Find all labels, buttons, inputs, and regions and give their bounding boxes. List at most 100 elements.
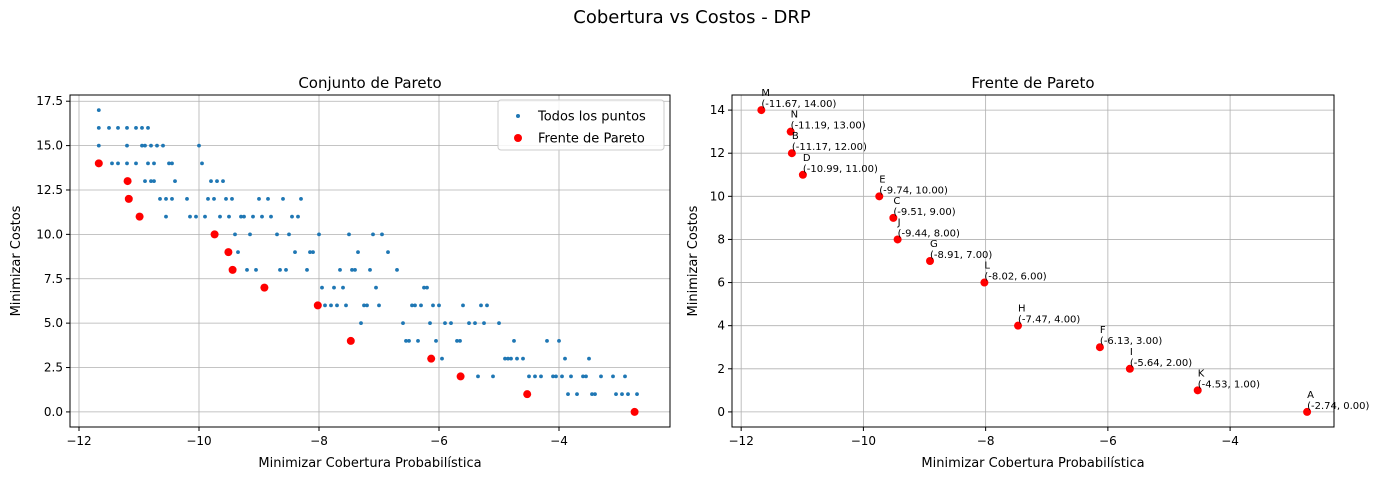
scatter-point xyxy=(251,214,255,219)
x-axis-label: Minimizar Cobertura Probabilística xyxy=(258,456,481,471)
legend-marker xyxy=(514,134,522,142)
scatter-point xyxy=(554,374,558,379)
scatter-point xyxy=(296,214,300,219)
series-frente-de-pareto xyxy=(94,159,639,416)
scatter-point xyxy=(401,321,405,326)
y-tick-label: 0.0 xyxy=(44,405,63,419)
scatter-point xyxy=(224,196,228,201)
scatter-point xyxy=(455,338,459,343)
scatter-point xyxy=(230,196,234,201)
x-tick-label: −4 xyxy=(1221,434,1239,448)
scatter-point xyxy=(590,392,594,397)
scatter-point xyxy=(545,338,549,343)
scatter-point xyxy=(173,179,177,184)
scatter-point xyxy=(350,267,354,272)
y-tick-label: 12 xyxy=(710,146,725,160)
scatter-point xyxy=(395,267,399,272)
pareto-point xyxy=(427,354,436,363)
scatter-point xyxy=(575,392,579,397)
pareto-point xyxy=(1095,343,1104,352)
scatter-point xyxy=(275,232,279,237)
scatter-point xyxy=(338,267,342,272)
scatter-point xyxy=(305,267,309,272)
scatter-point xyxy=(287,232,291,237)
y-tick-label: 2.5 xyxy=(44,361,63,375)
y-tick-label: 4 xyxy=(717,319,725,333)
scatter-point xyxy=(284,267,288,272)
x-tick-label: −10 xyxy=(186,434,211,448)
scatter-point xyxy=(467,321,471,326)
scatter-point xyxy=(96,125,101,130)
scatter-point xyxy=(245,267,249,272)
y-tick-label: 6 xyxy=(717,276,725,290)
legend-label: Frente de Pareto xyxy=(538,132,645,147)
scatter-point xyxy=(506,356,510,361)
y-tick-label: 15.0 xyxy=(36,139,63,153)
pareto-point xyxy=(260,283,269,292)
y-tick-label: 14 xyxy=(710,103,725,117)
scatter-point xyxy=(221,179,225,184)
scatter-point xyxy=(482,321,486,326)
scatter-point xyxy=(449,321,453,326)
point-letter-label: E xyxy=(879,174,885,185)
scatter-point xyxy=(434,338,438,343)
scatter-point xyxy=(356,250,360,255)
scatter-point xyxy=(623,374,627,379)
y-tick-label: 17.5 xyxy=(36,94,63,108)
scatter-point xyxy=(260,214,264,219)
scatter-point xyxy=(96,108,101,112)
point-coordinate-label: (-9.74, 10.00) xyxy=(879,185,948,196)
scatter-point xyxy=(143,143,147,148)
scatter-point xyxy=(473,321,477,326)
scatter-point xyxy=(362,303,366,308)
y-tick-label: 0 xyxy=(717,405,725,419)
subplot-title: Conjunto de Pareto xyxy=(298,74,441,92)
point-coordinate-label: (-5.64, 2.00) xyxy=(1130,358,1192,369)
scatter-point xyxy=(266,196,270,201)
scatter-point xyxy=(332,285,336,290)
point-letter-label: D xyxy=(803,153,811,164)
pareto-point xyxy=(124,194,133,203)
pareto-point xyxy=(313,301,322,310)
scatter-point xyxy=(521,356,525,361)
y-tick-label: 10 xyxy=(710,189,725,203)
point-coordinate-label: (-6.13, 3.00) xyxy=(1100,336,1162,347)
pareto-point xyxy=(135,212,144,221)
scatter-point xyxy=(257,196,261,201)
scatter-point xyxy=(206,196,210,201)
scatter-point xyxy=(533,374,537,379)
plot-frame xyxy=(69,94,671,428)
x-tick-label: −6 xyxy=(1099,434,1117,448)
scatter-point xyxy=(581,374,585,379)
scatter-point xyxy=(344,303,348,308)
x-axis-label: Minimizar Cobertura Probabilística xyxy=(921,456,1144,471)
scatter-point xyxy=(560,374,564,379)
scatter-point xyxy=(437,303,441,308)
scatter-point xyxy=(197,143,201,148)
pareto-point xyxy=(456,372,465,381)
y-tick-label: 12.5 xyxy=(36,183,63,197)
pareto-set-plot: −12 −10 −8 −6 −4 0.0 2.5 5.0 7.5 10.0 12.5 15.0 17.5… xyxy=(9,74,671,471)
series-pareto-points: M(-11.67, 14.00)N(-11.19, 13.00)B(-11.17… xyxy=(757,88,1370,416)
scatter-point xyxy=(96,143,101,148)
scatter-point xyxy=(164,214,168,219)
scatter-point xyxy=(476,374,480,379)
scatter-point xyxy=(110,161,114,166)
scatter-point xyxy=(140,125,144,130)
y-axis-label: Minimizar Costos xyxy=(9,205,24,316)
plot-frame xyxy=(731,94,1335,428)
scatter-point xyxy=(626,392,630,397)
scatter-point xyxy=(368,267,372,272)
scatter-point xyxy=(419,303,423,308)
x-tick-label: −12 xyxy=(729,434,754,448)
scatter-point xyxy=(440,356,444,361)
point-letter-label: N xyxy=(791,110,798,121)
legend-label: Todos los puntos xyxy=(537,110,646,125)
scatter-point xyxy=(431,303,435,308)
scatter-point xyxy=(239,214,243,219)
scatter-point xyxy=(149,143,153,148)
x-tick-label: −8 xyxy=(310,434,328,448)
scatter-point xyxy=(212,196,216,201)
point-coordinate-label: (-9.44, 8.00) xyxy=(898,228,960,239)
